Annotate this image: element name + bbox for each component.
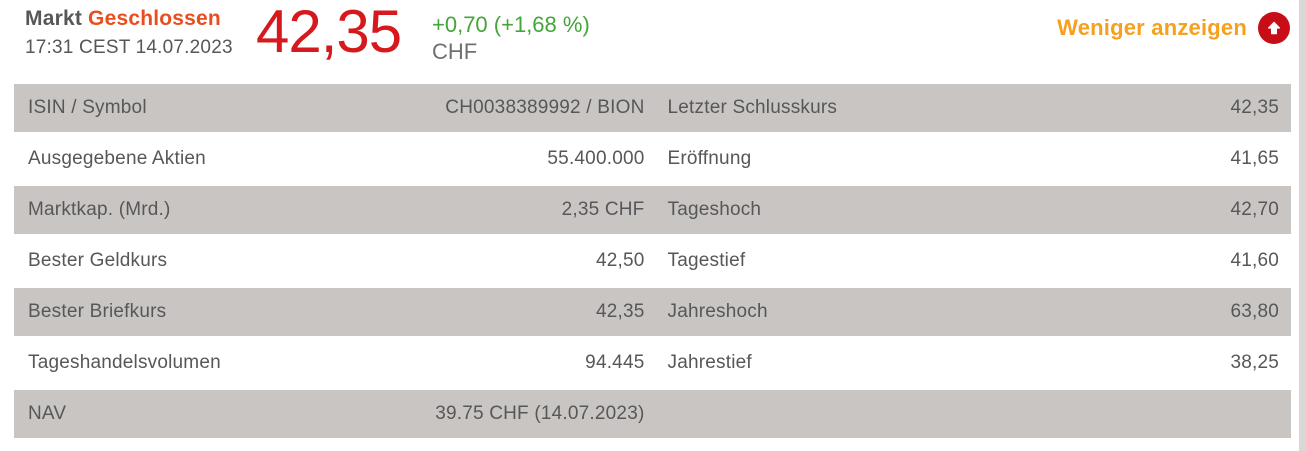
row-label: Tagestief xyxy=(667,250,746,271)
row-label: Letzter Schlusskurs xyxy=(667,97,838,118)
table-row: Bester Geldkurs 42,50 Tagestief 41,60 xyxy=(14,237,1291,285)
market-label: Markt xyxy=(25,7,83,30)
last-price: 42,35 xyxy=(256,0,402,65)
row-label: Tageshoch xyxy=(667,199,762,220)
table-row: Tageshandelsvolumen 94.445 Jahrestief 38… xyxy=(14,339,1291,387)
scrollbar-track[interactable] xyxy=(1299,0,1306,451)
row-value: 42,50 xyxy=(595,250,645,271)
row-label: Jahreshoch xyxy=(667,301,768,322)
market-status: Geschlossen xyxy=(88,7,221,30)
row-value: 41,65 xyxy=(1230,148,1279,169)
key-figures-table: ISIN / Symbol CH0038389992 / BION Letzte… xyxy=(14,84,1291,441)
row-label: Bester Geldkurs xyxy=(28,250,168,271)
quote-timestamp: 17:31 CEST 14.07.2023 xyxy=(25,37,233,58)
row-value: 42,35 xyxy=(1230,97,1279,118)
row-label: Eröffnung xyxy=(667,148,752,169)
row-value: 42,35 xyxy=(595,301,645,322)
table-row: NAV 39.75 CHF (14.07.2023) xyxy=(14,390,1291,438)
quote-header: Markt Geschlossen 17:31 CEST 14.07.2023 4… xyxy=(0,0,1306,84)
table-row: Marktkap. (Mrd.) 2,35 CHF Tageshoch 42,7… xyxy=(14,186,1291,234)
row-value: 94.445 xyxy=(585,352,645,373)
price-change: +0,70 (+1,68 %) xyxy=(432,12,590,37)
table-row: ISIN / Symbol CH0038389992 / BION Letzte… xyxy=(14,84,1291,132)
row-label: NAV xyxy=(28,403,67,424)
table-row: Bester Briefkurs 42,35 Jahreshoch 63,80 xyxy=(14,288,1291,336)
row-label: Marktkap. (Mrd.) xyxy=(28,199,171,220)
row-value: 39.75 CHF (14.07.2023) xyxy=(435,403,645,424)
row-value: 38,25 xyxy=(1230,352,1279,373)
row-value: 41,60 xyxy=(1230,250,1279,271)
collapse-toggle[interactable]: Weniger anzeigen xyxy=(1057,12,1290,44)
row-label: Bester Briefkurs xyxy=(28,301,167,322)
currency-label: CHF xyxy=(432,39,478,64)
collapse-toggle-label[interactable]: Weniger anzeigen xyxy=(1057,15,1247,40)
row-value: CH0038389992 / BION xyxy=(445,97,645,118)
price-change-block: +0,70 (+1,68 %) CHF xyxy=(432,12,590,66)
row-label: Jahrestief xyxy=(667,352,752,373)
row-label: Ausgegebene Aktien xyxy=(28,148,206,169)
row-value: 55.400.000 xyxy=(547,148,645,169)
row-label: Tageshandelsvolumen xyxy=(28,352,221,373)
row-value: 2,35 CHF xyxy=(561,199,645,220)
market-status-line: Markt Geschlossen xyxy=(25,7,221,31)
table-row: Ausgegebene Aktien 55.400.000 Eröffnung … xyxy=(14,135,1291,183)
row-value: 63,80 xyxy=(1230,301,1279,322)
arrow-up-circle-icon[interactable] xyxy=(1258,12,1290,44)
row-label: ISIN / Symbol xyxy=(28,97,147,118)
row-value: 42,70 xyxy=(1230,199,1279,220)
